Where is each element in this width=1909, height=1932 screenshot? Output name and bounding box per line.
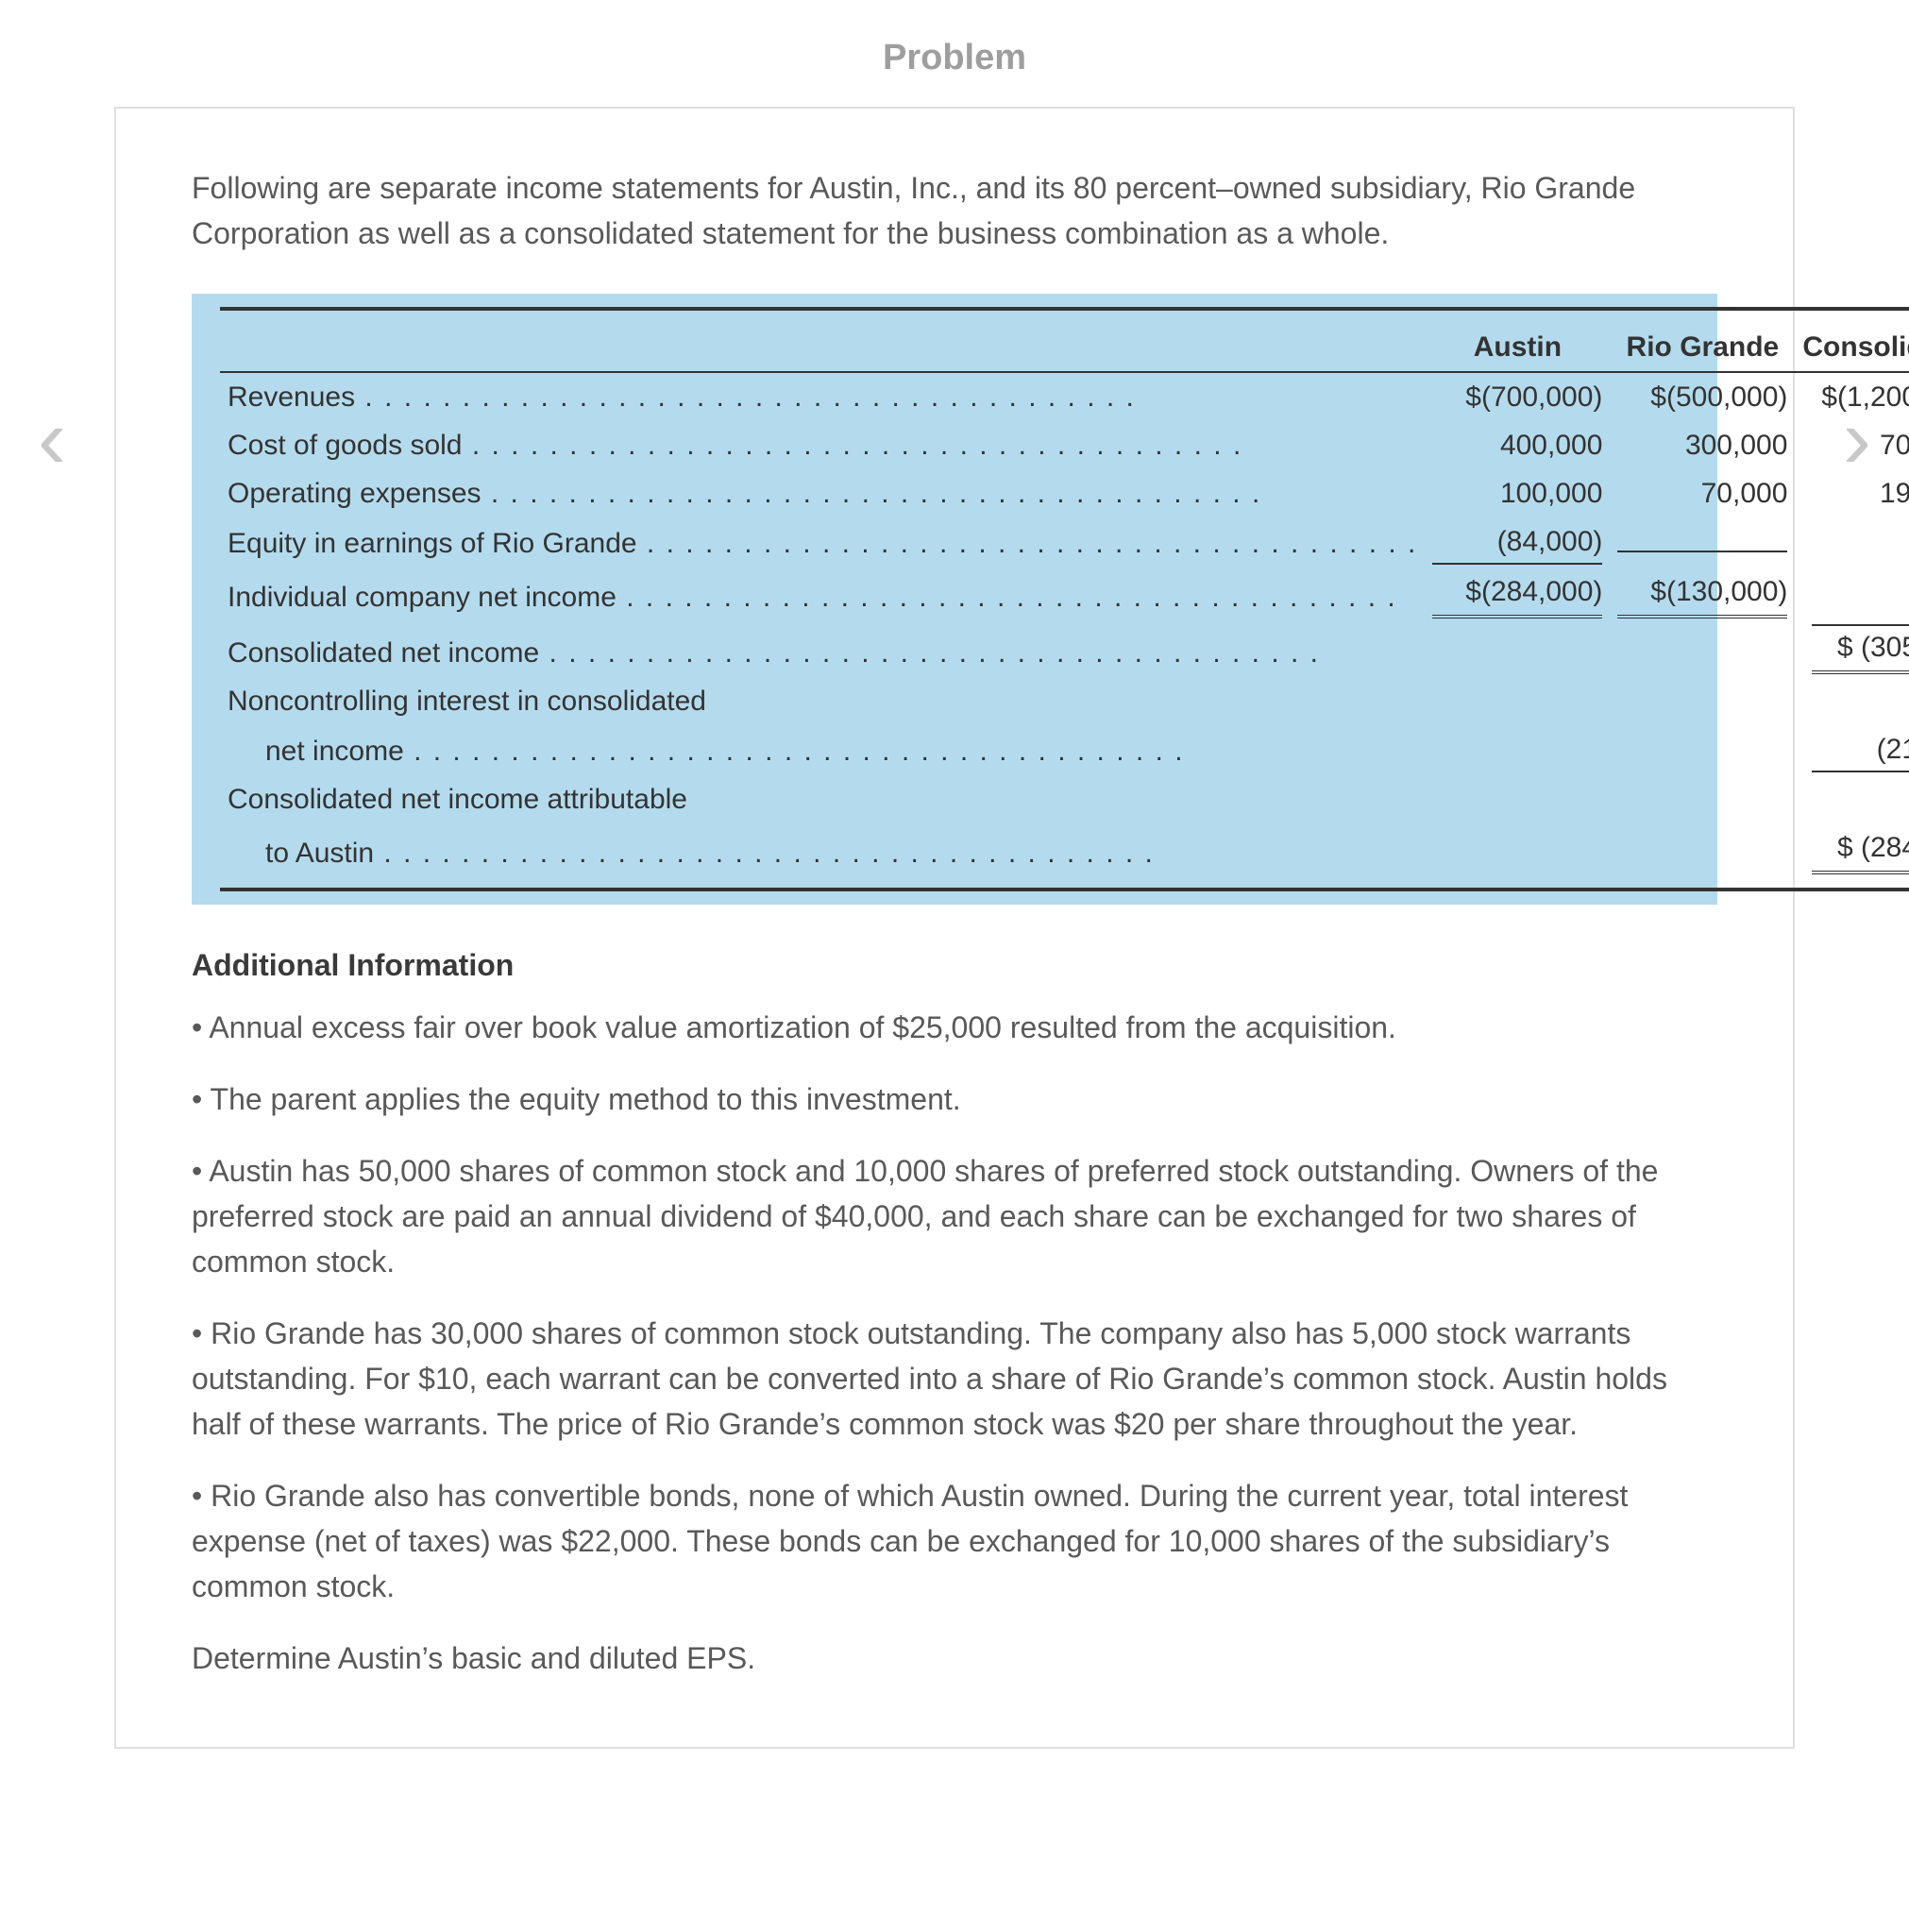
- problem-card: Following are separate income statements…: [114, 107, 1795, 1749]
- cell: [1617, 551, 1787, 552]
- page-title: Problem: [0, 38, 1909, 78]
- table-row: Noncontrolling interest in consolidated: [220, 677, 1909, 725]
- cell: $(500,000): [1617, 376, 1787, 418]
- table-row: Consolidated net income $ (305,000): [220, 621, 1909, 677]
- row-label: Consolidated net income: [228, 637, 1320, 669]
- header-rio: Rio Grande: [1610, 309, 1795, 372]
- cell: $ (305,000): [1812, 624, 1909, 674]
- bullet-item: • Annual excess fair over book value amo…: [192, 1005, 1717, 1050]
- cell: 70,000: [1617, 472, 1787, 515]
- header-blank: [220, 309, 1425, 372]
- cell: 100,000: [1432, 472, 1602, 515]
- income-table: Austin Rio Grande Consolidated Revenues …: [220, 307, 1909, 891]
- cell: $ (284,000): [1812, 826, 1909, 874]
- header-cons: Consolidated: [1795, 309, 1909, 372]
- page-wrap: Problem ‹ › Following are separate incom…: [0, 0, 1909, 1824]
- table-row: Operating expenses 100,000 70,000 195,00…: [220, 469, 1909, 517]
- cell: (21,000): [1812, 728, 1909, 772]
- row-label: Cost of goods sold: [228, 430, 1242, 461]
- table-row: Revenues $(700,000) $(500,000) $(1,200,0…: [220, 372, 1909, 421]
- table-header-row: Austin Rio Grande Consolidated: [220, 309, 1909, 372]
- table-row: to Austin $ (284,000): [220, 823, 1909, 890]
- table-row: net income (21,000): [220, 725, 1909, 775]
- question-text: Determine Austin’s basic and diluted EPS…: [192, 1635, 1717, 1681]
- table-row: Equity in earnings of Rio Grande (84,000…: [220, 517, 1909, 568]
- row-label: Individual company net income: [228, 582, 1397, 613]
- row-label: Revenues: [228, 381, 1136, 413]
- row-label: Consolidated net income attributable: [220, 775, 1425, 823]
- intro-text: Following are separate income statements…: [192, 165, 1717, 256]
- next-arrow[interactable]: ›: [1843, 397, 1871, 482]
- bullet-item: • Rio Grande also has convertible bonds,…: [192, 1473, 1717, 1609]
- row-label: to Austin: [228, 838, 1155, 869]
- income-table-wrap: Austin Rio Grande Consolidated Revenues …: [192, 294, 1717, 905]
- table-row: Cost of goods sold 400,000 300,000 700,0…: [220, 421, 1909, 469]
- header-austin: Austin: [1425, 309, 1610, 372]
- cell: $(284,000): [1432, 570, 1602, 619]
- table-row: Individual company net income $(284,000)…: [220, 568, 1909, 621]
- cell: 400,000: [1432, 424, 1602, 466]
- bullet-item: • The parent applies the equity method t…: [192, 1076, 1717, 1122]
- bullet-item: • Austin has 50,000 shares of common sto…: [192, 1148, 1717, 1284]
- cell: $(130,000): [1617, 570, 1787, 619]
- bullet-item: • Rio Grande has 30,000 shares of common…: [192, 1311, 1717, 1447]
- cell: (84,000): [1432, 520, 1602, 565]
- table-row: Consolidated net income attributable: [220, 775, 1909, 823]
- row-label: Noncontrolling interest in consolidated: [220, 677, 1425, 725]
- cell: 300,000: [1617, 424, 1787, 466]
- row-label: net income: [228, 736, 1185, 767]
- row-label: Operating expenses: [228, 478, 1261, 509]
- prev-arrow[interactable]: ‹: [38, 397, 66, 482]
- row-label: Equity in earnings of Rio Grande: [228, 528, 1417, 559]
- additional-info-heading: Additional Information: [192, 942, 1717, 988]
- cell: $(700,000): [1432, 376, 1602, 418]
